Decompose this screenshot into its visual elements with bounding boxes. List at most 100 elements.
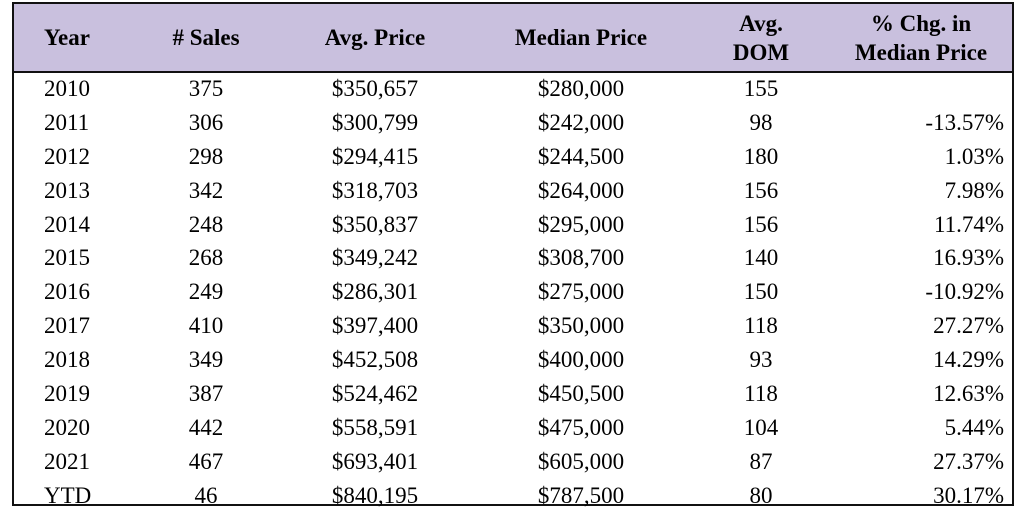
cell-year: 2020 bbox=[44, 414, 90, 440]
cell-median-price: $308,700 bbox=[537, 245, 625, 271]
cell-median-price: $605,000 bbox=[537, 448, 625, 474]
header-chg-median: % Chg. in Median Price bbox=[830, 4, 1012, 72]
cell-sales: 342 bbox=[188, 177, 224, 203]
cell-year: 2018 bbox=[44, 347, 90, 373]
cell-year: 2014 bbox=[44, 211, 90, 237]
cell-sales: 467 bbox=[188, 448, 224, 474]
cell-avg-dom: 155 bbox=[743, 76, 779, 102]
cell-median-price: $350,000 bbox=[537, 313, 625, 339]
table-row: 2011 306 $300,799 $242,000 98 -13.57% bbox=[14, 106, 1012, 140]
cell-year: 2019 bbox=[44, 380, 90, 406]
cell-chg-median: -13.57% bbox=[925, 109, 1004, 135]
header-sales: # Sales bbox=[172, 25, 240, 50]
cell-sales: 249 bbox=[188, 279, 224, 305]
header-median-price: Median Price bbox=[514, 25, 648, 50]
cell-sales: 387 bbox=[188, 380, 224, 406]
cell-year: 2021 bbox=[44, 448, 90, 474]
cell-avg-price: $840,195 bbox=[331, 482, 419, 508]
table-row: 2013 342 $318,703 $264,000 156 7.98% bbox=[14, 174, 1012, 208]
cell-avg-price: $452,508 bbox=[331, 347, 419, 373]
cell-chg-median: 27.37% bbox=[933, 448, 1004, 474]
cell-year: 2011 bbox=[44, 109, 90, 135]
cell-avg-dom: 118 bbox=[744, 380, 778, 406]
cell-avg-dom: 93 bbox=[749, 347, 773, 373]
cell-chg-median: 5.44% bbox=[944, 414, 1004, 440]
cell-year: 2015 bbox=[44, 245, 90, 271]
cell-chg-median: 30.17% bbox=[933, 482, 1004, 508]
cell-avg-price: $294,415 bbox=[331, 143, 419, 169]
cell-median-price: $244,500 bbox=[537, 143, 625, 169]
header-avg-price: Avg. Price bbox=[324, 25, 426, 50]
header-year: Year bbox=[44, 25, 90, 50]
cell-year: 2010 bbox=[44, 76, 90, 102]
table-row: 2015 268 $349,242 $308,700 140 16.93% bbox=[14, 241, 1012, 275]
cell-chg-median bbox=[830, 72, 1012, 106]
cell-chg-median: 12.63% bbox=[933, 380, 1004, 406]
cell-sales: 306 bbox=[188, 109, 224, 135]
cell-median-price: $400,000 bbox=[537, 347, 625, 373]
table-row: 2012 298 $294,415 $244,500 180 1.03% bbox=[14, 140, 1012, 174]
cell-avg-price: $300,799 bbox=[331, 109, 419, 135]
cell-median-price: $475,000 bbox=[537, 414, 625, 440]
header-row: Year # Sales Avg. Price Median Price Avg… bbox=[14, 4, 1012, 72]
cell-avg-price: $524,462 bbox=[331, 380, 419, 406]
cell-median-price: $787,500 bbox=[537, 482, 625, 508]
header-chg-line1: % Chg. in bbox=[870, 10, 972, 36]
cell-avg-price: $350,837 bbox=[331, 211, 419, 237]
header-avg-dom-line2: DOM bbox=[732, 39, 790, 65]
cell-sales: 375 bbox=[188, 76, 224, 102]
table-row: 2020 442 $558,591 $475,000 104 5.44% bbox=[14, 411, 1012, 445]
cell-sales: 410 bbox=[188, 313, 224, 339]
cell-chg-median: 27.27% bbox=[933, 313, 1004, 339]
cell-avg-price: $286,301 bbox=[331, 279, 419, 305]
cell-avg-dom: 87 bbox=[749, 448, 773, 474]
cell-avg-dom: 80 bbox=[749, 482, 773, 508]
cell-median-price: $280,000 bbox=[537, 76, 625, 102]
cell-avg-dom: 118 bbox=[744, 313, 778, 339]
cell-median-price: $450,500 bbox=[537, 380, 625, 406]
header-chg-line2: Median Price bbox=[854, 39, 988, 65]
cell-sales: 268 bbox=[188, 245, 224, 271]
cell-avg-dom: 98 bbox=[749, 109, 773, 135]
table-header: Year # Sales Avg. Price Median Price Avg… bbox=[14, 4, 1012, 72]
cell-avg-dom: 156 bbox=[743, 211, 779, 237]
cell-median-price: $295,000 bbox=[537, 211, 625, 237]
cell-year: 2017 bbox=[44, 313, 90, 339]
cell-median-price: $264,000 bbox=[537, 177, 625, 203]
cell-avg-price: $397,400 bbox=[331, 313, 419, 339]
cell-avg-price: $558,591 bbox=[331, 414, 419, 440]
cell-median-price: $275,000 bbox=[537, 279, 625, 305]
cell-avg-dom: 104 bbox=[743, 414, 779, 440]
cell-year: 2012 bbox=[44, 143, 90, 169]
cell-sales: 248 bbox=[188, 211, 224, 237]
cell-avg-dom: 180 bbox=[743, 143, 779, 169]
table-row: 2018 349 $452,508 $400,000 93 14.29% bbox=[14, 343, 1012, 377]
cell-avg-price: $693,401 bbox=[331, 448, 419, 474]
table-row: 2021 467 $693,401 $605,000 87 27.37% bbox=[14, 445, 1012, 479]
cell-sales: 349 bbox=[188, 347, 224, 373]
cell-year: 2013 bbox=[44, 177, 90, 203]
table-row: 2019 387 $524,462 $450,500 118 12.63% bbox=[14, 377, 1012, 411]
cell-avg-dom: 150 bbox=[743, 279, 779, 305]
cell-avg-price: $318,703 bbox=[331, 177, 419, 203]
header-avg-dom: Avg. DOM bbox=[692, 4, 830, 72]
cell-sales: 298 bbox=[188, 143, 224, 169]
table-row: 2017 410 $397,400 $350,000 118 27.27% bbox=[14, 309, 1012, 343]
cell-avg-price: $350,657 bbox=[331, 76, 419, 102]
cell-chg-median: 7.98% bbox=[944, 177, 1004, 203]
cell-avg-dom: 140 bbox=[743, 245, 779, 271]
table-row: 2016 249 $286,301 $275,000 150 -10.92% bbox=[14, 275, 1012, 309]
sales-table-frame: Year # Sales Avg. Price Median Price Avg… bbox=[12, 2, 1014, 508]
cell-avg-dom: 156 bbox=[743, 177, 779, 203]
cell-chg-median: 16.93% bbox=[933, 245, 1004, 271]
table-row: YTD 46 $840,195 $787,500 80 30.17% bbox=[14, 479, 1012, 513]
cell-sales: 442 bbox=[188, 414, 224, 440]
table-body: 2010 375 $350,657 $280,000 155 2011 306 $300,79… bbox=[14, 72, 1012, 513]
sales-table: Year # Sales Avg. Price Median Price Avg… bbox=[14, 4, 1012, 513]
header-avg-dom-line1: Avg. bbox=[739, 10, 783, 36]
cell-chg-median: 11.74% bbox=[933, 211, 1004, 237]
cell-sales: 46 bbox=[194, 482, 218, 508]
cell-avg-price: $349,242 bbox=[331, 245, 419, 271]
cell-chg-median: 14.29% bbox=[933, 347, 1004, 373]
cell-chg-median: 1.03% bbox=[944, 143, 1004, 169]
